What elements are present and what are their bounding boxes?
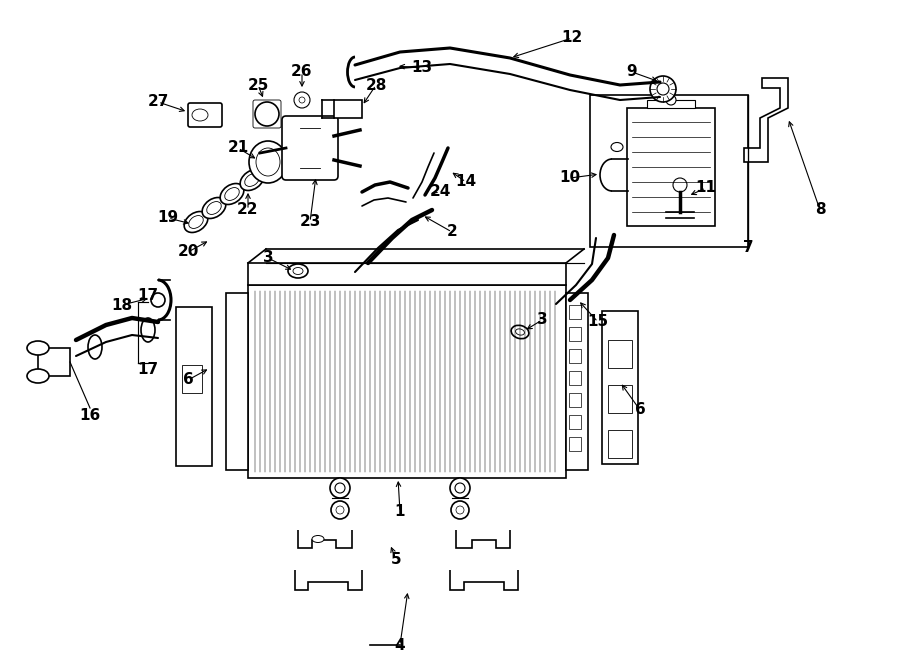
Bar — [334, 100, 362, 118]
FancyBboxPatch shape — [188, 103, 222, 127]
Text: 20: 20 — [177, 245, 199, 260]
Text: 25: 25 — [248, 77, 269, 93]
Ellipse shape — [511, 325, 529, 338]
Ellipse shape — [245, 174, 259, 186]
Bar — [569, 437, 581, 451]
Bar — [569, 393, 581, 407]
Bar — [569, 371, 581, 385]
Bar — [569, 415, 581, 429]
Text: 15: 15 — [588, 315, 608, 329]
Text: 6: 6 — [634, 403, 645, 418]
Bar — [226, 293, 248, 470]
Ellipse shape — [249, 141, 287, 183]
Ellipse shape — [27, 341, 49, 355]
Text: 5: 5 — [391, 553, 401, 568]
FancyBboxPatch shape — [282, 116, 338, 180]
Text: 3: 3 — [263, 251, 274, 266]
Bar — [566, 293, 588, 470]
Text: 21: 21 — [228, 141, 248, 155]
Circle shape — [455, 483, 465, 493]
Circle shape — [331, 501, 349, 519]
Text: 17: 17 — [138, 362, 158, 377]
Circle shape — [650, 76, 676, 102]
Text: 14: 14 — [455, 175, 477, 190]
Ellipse shape — [256, 148, 280, 176]
Text: 27: 27 — [148, 95, 168, 110]
Text: 22: 22 — [238, 202, 259, 217]
Bar — [647, 100, 695, 108]
Circle shape — [450, 478, 470, 498]
FancyBboxPatch shape — [253, 100, 281, 128]
Circle shape — [657, 83, 669, 95]
Bar — [251, 288, 563, 475]
Circle shape — [336, 506, 344, 514]
Ellipse shape — [189, 215, 203, 229]
Bar — [608, 430, 632, 458]
Ellipse shape — [27, 369, 49, 383]
Bar — [38, 348, 70, 376]
Bar — [608, 340, 632, 368]
Text: 12: 12 — [562, 30, 582, 46]
Bar — [627, 108, 715, 226]
Circle shape — [294, 92, 310, 108]
Ellipse shape — [240, 169, 264, 190]
Text: 17: 17 — [138, 288, 158, 303]
Text: 23: 23 — [300, 215, 320, 229]
Bar — [590, 95, 748, 247]
Bar — [602, 311, 638, 464]
Circle shape — [330, 478, 350, 498]
Text: 7: 7 — [742, 241, 753, 256]
Text: 28: 28 — [365, 77, 387, 93]
Circle shape — [456, 506, 464, 514]
Bar — [182, 365, 202, 393]
Text: 9: 9 — [626, 65, 637, 79]
Ellipse shape — [220, 184, 244, 204]
Circle shape — [451, 501, 469, 519]
Circle shape — [673, 178, 687, 192]
Ellipse shape — [225, 188, 239, 200]
Bar — [569, 305, 581, 319]
Text: 13: 13 — [411, 61, 433, 75]
Text: 6: 6 — [183, 373, 194, 387]
Circle shape — [335, 483, 345, 493]
Ellipse shape — [312, 535, 324, 543]
Text: 26: 26 — [292, 65, 313, 79]
Circle shape — [255, 102, 279, 126]
Ellipse shape — [207, 202, 221, 214]
Circle shape — [299, 97, 305, 103]
Bar — [569, 349, 581, 363]
Bar — [569, 327, 581, 341]
Polygon shape — [744, 78, 788, 162]
Text: 2: 2 — [446, 225, 457, 239]
Bar — [176, 307, 212, 466]
Circle shape — [666, 95, 676, 105]
Text: 4: 4 — [395, 637, 405, 652]
Ellipse shape — [192, 109, 208, 121]
Ellipse shape — [516, 329, 525, 335]
Text: 16: 16 — [79, 408, 101, 424]
Ellipse shape — [184, 212, 208, 233]
Ellipse shape — [293, 268, 303, 274]
Circle shape — [151, 293, 165, 307]
Bar — [248, 263, 566, 285]
Bar — [608, 385, 632, 413]
Ellipse shape — [202, 198, 226, 219]
Text: 10: 10 — [560, 171, 580, 186]
Text: 3: 3 — [536, 313, 547, 327]
Text: 18: 18 — [112, 297, 132, 313]
Bar — [248, 285, 566, 478]
Text: 24: 24 — [429, 184, 451, 200]
Ellipse shape — [288, 264, 308, 278]
Text: 11: 11 — [696, 180, 716, 196]
Text: 8: 8 — [814, 202, 825, 217]
Text: 1: 1 — [395, 504, 405, 520]
Text: 19: 19 — [158, 210, 178, 225]
